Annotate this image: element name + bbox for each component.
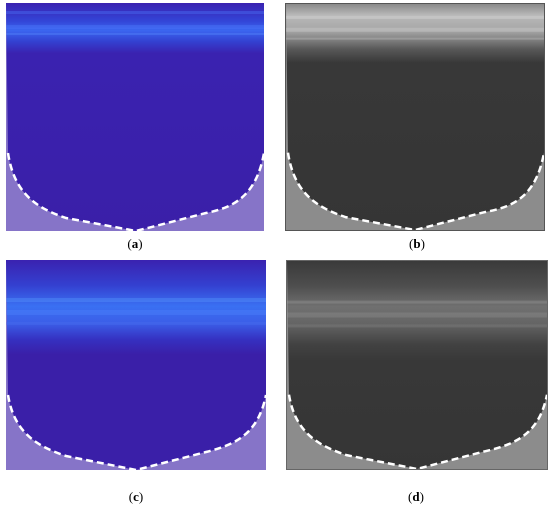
- scalogram-region: [287, 261, 547, 469]
- panel-c-image: [6, 260, 266, 470]
- band-texture: [287, 300, 547, 328]
- panel-a-svg: [6, 3, 264, 231]
- caption-a: (a): [127, 236, 143, 251]
- caption-c: (c): [128, 489, 144, 504]
- panel-d-image: [286, 260, 548, 470]
- panel-a-image: [6, 3, 264, 231]
- caption-d-letter: d: [412, 489, 420, 504]
- dashed-boundary: [6, 394, 266, 470]
- dashed-boundary: [6, 152, 264, 231]
- panel-c-svg: [6, 260, 266, 470]
- caption-d: (d): [408, 489, 424, 504]
- panel-b-image: [285, 3, 545, 231]
- panel-d-svg: [287, 261, 547, 469]
- dashed-boundary: [286, 152, 544, 230]
- band-texture: [6, 11, 264, 35]
- scalogram-region: [286, 4, 544, 230]
- scalogram-region: [6, 3, 264, 231]
- scalogram-region: [6, 260, 266, 470]
- caption-b-letter: b: [413, 236, 421, 251]
- caption-a-letter: a: [131, 236, 139, 251]
- caption-b: (b): [409, 236, 425, 251]
- band-texture: [286, 15, 544, 40]
- panel-b-svg: [286, 4, 544, 230]
- band-texture: [6, 298, 266, 325]
- dashed-boundary: [287, 394, 547, 469]
- caption-c-letter: c: [133, 489, 139, 504]
